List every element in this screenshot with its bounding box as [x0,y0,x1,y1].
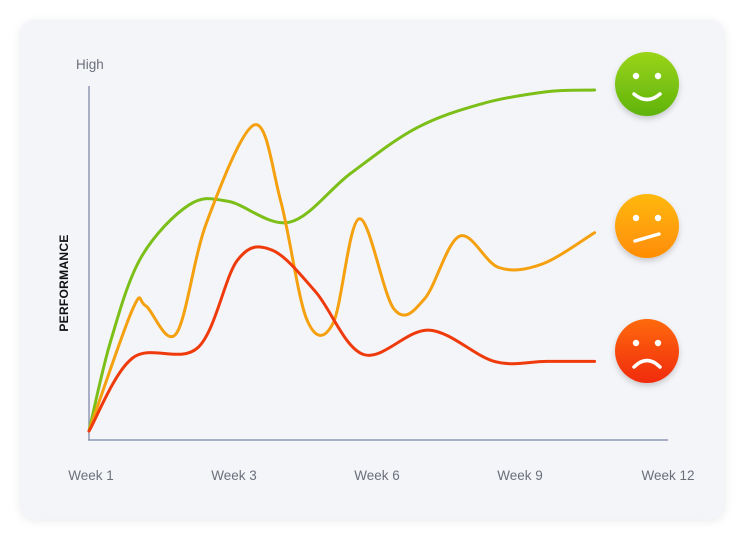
x-tick-label: Week 6 [354,468,400,483]
sad-face-icon [615,319,679,383]
neutral-face-icon [615,194,679,258]
red-performance-line [87,245,597,433]
x-tick-label: Week 1 [68,468,114,483]
y-axis-top-label: High [76,57,104,72]
chart-card [20,20,725,519]
orange-performance-line [87,123,597,433]
x-tick-label: Week 12 [641,468,694,483]
green-performance-line [87,88,597,433]
y-axis-label: PERFORMANCE [57,234,71,331]
x-tick-label: Week 9 [497,468,543,483]
happy-face-icon [615,52,679,116]
x-tick-label: Week 3 [211,468,257,483]
